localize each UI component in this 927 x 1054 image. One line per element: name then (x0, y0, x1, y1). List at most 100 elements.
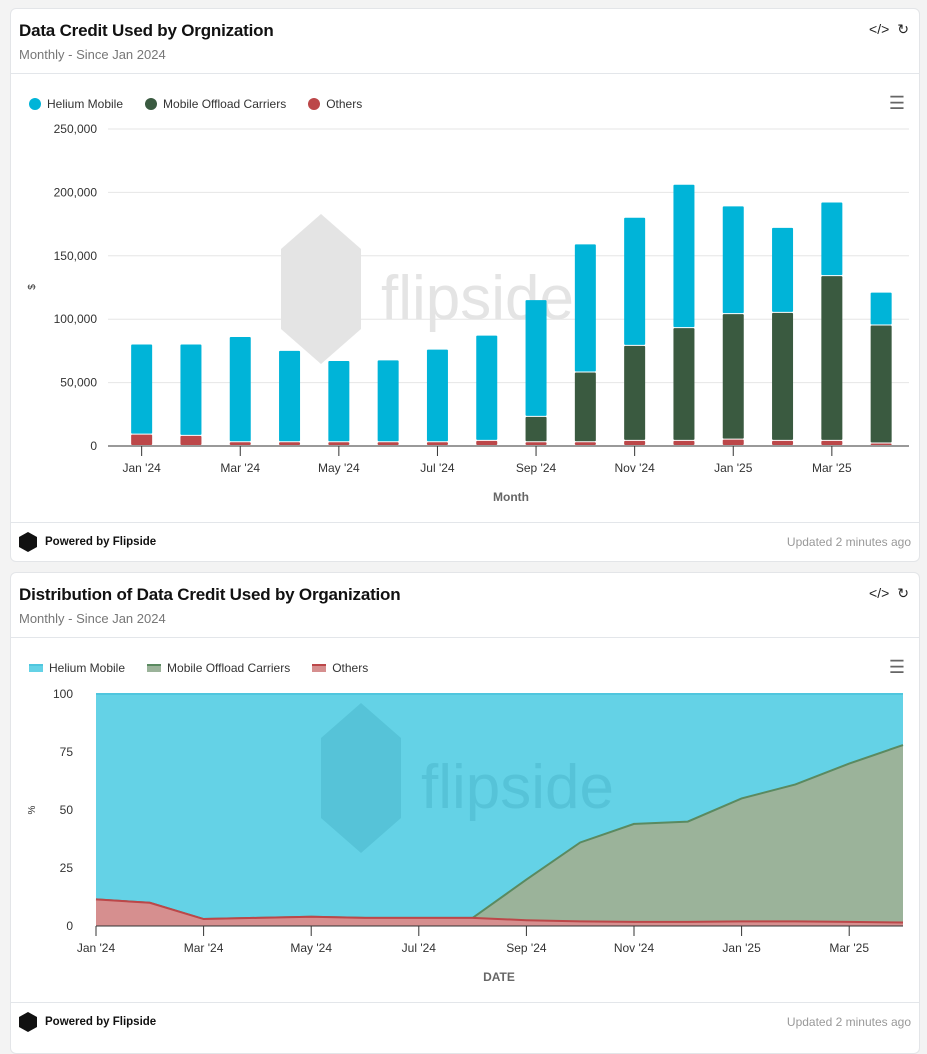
x-tick-label: Sep '24 (516, 461, 557, 475)
card-subtitle: Monthly - Since Jan 2024 (19, 611, 166, 626)
refresh-icon[interactable]: ↻ (897, 585, 909, 601)
legend: Helium Mobile Mobile Offload Carriers Ot… (29, 661, 368, 675)
x-tick-label: Nov '24 (614, 461, 655, 475)
bar-others (870, 443, 892, 445)
watermark-logo-icon (281, 214, 361, 364)
y-tick-label: 25 (60, 861, 74, 875)
divider (11, 637, 919, 638)
watermark-text: flipside (421, 753, 614, 822)
updated-time: Updated 2 minutes ago (786, 1015, 911, 1029)
x-tick-label: Jan '24 (77, 941, 116, 955)
legend-item-helium-mobile[interactable]: Helium Mobile (29, 97, 123, 111)
bar-others (377, 442, 399, 445)
divider (11, 522, 919, 523)
bar-helium-mobile (870, 292, 892, 325)
bar-mobile-offload-carriers (821, 276, 843, 440)
bar-others (624, 440, 646, 445)
bar-helium-mobile (131, 344, 153, 434)
y-tick-label: 250,000 (54, 122, 98, 136)
bar-helium-mobile (772, 227, 794, 312)
bar-mobile-offload-carriers (525, 416, 547, 442)
x-tick-label: Jul '24 (402, 941, 437, 955)
bar-mobile-offload-carriers (772, 312, 794, 440)
watermark-logo-icon (321, 703, 401, 853)
bar-others (131, 434, 153, 445)
y-axis-title: $ (27, 284, 38, 290)
area-others (96, 899, 903, 926)
bar-helium-mobile (377, 360, 399, 442)
legend-item-others[interactable]: Others (308, 97, 362, 111)
flipside-logo-icon (19, 532, 37, 552)
area-chart-card: Distribution of Data Credit Used by Orga… (10, 572, 920, 1054)
legend-item-mobile-offload[interactable]: Mobile Offload Carriers (147, 661, 290, 675)
bar-helium-mobile (229, 336, 251, 442)
y-tick-label: 75 (60, 745, 74, 759)
refresh-icon[interactable]: ↻ (897, 21, 909, 37)
bar-helium-mobile (821, 202, 843, 276)
x-tick-label: Jan '24 (122, 461, 161, 475)
x-tick-label: Jan '25 (722, 941, 761, 955)
bar-helium-mobile (525, 300, 547, 416)
bar-others (180, 435, 202, 445)
y-tick-label: 0 (66, 919, 73, 933)
card-title: Distribution of Data Credit Used by Orga… (19, 585, 401, 604)
bar-others (673, 440, 695, 445)
powered-by[interactable]: Powered by Flipside (19, 1012, 156, 1032)
bar-others (525, 442, 547, 445)
area-mobile-offload-carriers (96, 745, 903, 926)
card-subtitle: Monthly - Since Jan 2024 (19, 47, 166, 62)
divider (11, 73, 919, 74)
x-tick-label: Mar '24 (220, 461, 260, 475)
bar-others (722, 439, 744, 445)
x-tick-label: Jan '25 (714, 461, 753, 475)
powered-by[interactable]: Powered by Flipside (19, 532, 156, 552)
bar-helium-mobile (476, 335, 498, 440)
legend-item-helium-mobile[interactable]: Helium Mobile (29, 661, 125, 675)
x-tick-label: May '24 (318, 461, 360, 475)
bar-mobile-offload-carriers (722, 314, 744, 439)
x-tick-label: Mar '24 (184, 941, 224, 955)
updated-time: Updated 2 minutes ago (786, 535, 911, 549)
bar-helium-mobile (722, 206, 744, 314)
bar-others (821, 440, 843, 445)
bar-helium-mobile (180, 344, 202, 435)
bar-others (476, 440, 498, 445)
divider (11, 1002, 919, 1003)
bar-helium-mobile (426, 349, 448, 442)
y-tick-label: 50 (60, 803, 74, 817)
x-tick-label: Jul '24 (420, 461, 455, 475)
menu-icon[interactable]: ☰ (888, 93, 905, 113)
legend: Helium Mobile Mobile Offload Carriers Ot… (29, 97, 362, 111)
bar-mobile-offload-carriers (624, 345, 646, 440)
x-tick-label: Sep '24 (506, 941, 547, 955)
legend-item-mobile-offload[interactable]: Mobile Offload Carriers (145, 97, 286, 111)
bar-others (279, 442, 301, 445)
x-tick-label: Nov '24 (614, 941, 655, 955)
bar-helium-mobile (574, 244, 596, 372)
code-icon[interactable]: </> (869, 585, 890, 601)
flipside-logo-icon (19, 1012, 37, 1032)
card-title: Data Credit Used by Orgnization (19, 21, 274, 40)
legend-item-others[interactable]: Others (312, 661, 368, 675)
bar-helium-mobile (624, 217, 646, 345)
line-others (95, 898, 904, 924)
menu-icon[interactable]: ☰ (888, 657, 905, 677)
bar-helium-mobile (673, 184, 695, 328)
x-tick-label: Mar '25 (829, 941, 869, 955)
x-axis-title: DATE (483, 970, 515, 984)
y-tick-label: 150,000 (54, 249, 98, 263)
area-chart: 0 25 50 75 100 flipside Jan '24 Mar '24 May '24 J… (27, 687, 904, 984)
bar-helium-mobile (279, 350, 301, 442)
code-icon[interactable]: </> (869, 21, 890, 37)
bar-chart-card: Data Credit Used by Orgnization Monthly … (10, 8, 920, 562)
bar-mobile-offload-carriers (673, 328, 695, 440)
y-axis-title: % (27, 805, 38, 814)
bar-others (426, 442, 448, 445)
bar-mobile-offload-carriers (870, 325, 892, 443)
bar-mobile-offload-carriers (574, 372, 596, 442)
bar-others (229, 442, 251, 445)
y-tick-label: 0 (90, 439, 97, 453)
x-axis-title: Month (493, 490, 529, 504)
y-tick-label: 100 (53, 687, 73, 701)
y-tick-label: 100,000 (54, 312, 98, 326)
